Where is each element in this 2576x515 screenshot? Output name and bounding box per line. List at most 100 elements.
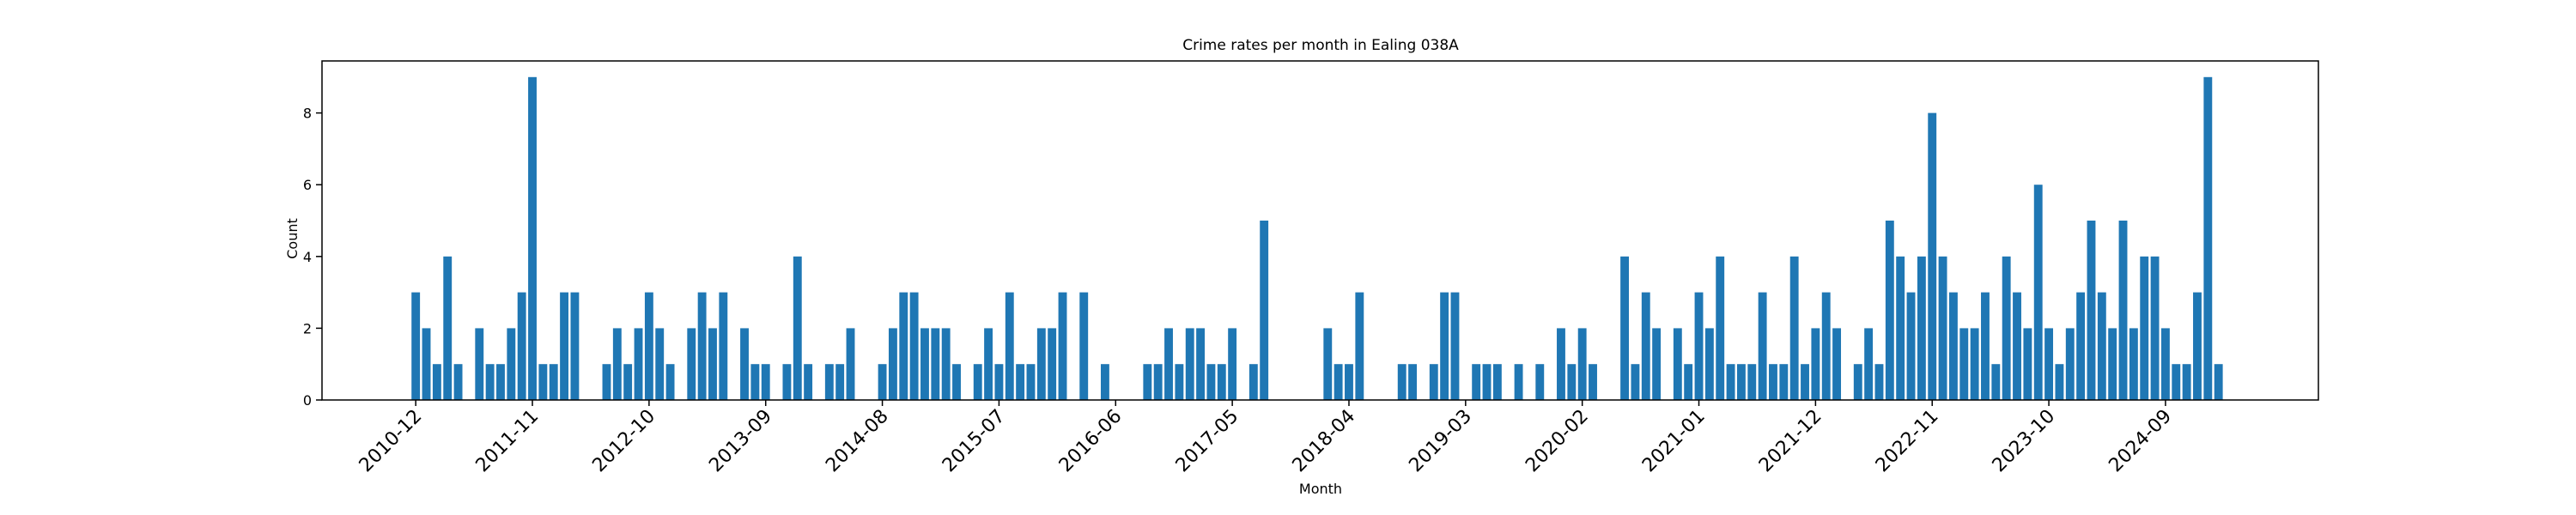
bar <box>1811 328 1820 400</box>
bar <box>1832 328 1842 400</box>
bar <box>1492 364 1502 400</box>
bar <box>623 364 633 400</box>
bar <box>1175 364 1184 400</box>
y-tick-label: 0 <box>303 392 312 409</box>
bar <box>878 364 887 400</box>
bar <box>782 364 792 400</box>
bar <box>1323 328 1333 400</box>
bar <box>1589 364 1597 400</box>
bar <box>2203 76 2213 401</box>
bar <box>1885 221 1894 400</box>
bar <box>1620 256 1630 400</box>
bar <box>1334 364 1343 400</box>
bar <box>1079 292 1089 400</box>
bar <box>1896 256 1905 400</box>
bar <box>1684 364 1693 400</box>
bar <box>1355 292 1364 400</box>
bar <box>1959 328 1969 400</box>
bar <box>2193 292 2202 400</box>
bar <box>538 364 548 400</box>
bar <box>1567 364 1577 400</box>
bar <box>761 364 770 400</box>
bar <box>422 328 431 400</box>
bar <box>1736 364 1746 400</box>
bar <box>1991 364 2001 400</box>
bar <box>888 328 897 400</box>
bar <box>443 256 453 400</box>
bar <box>2002 256 2011 400</box>
bar <box>507 328 516 400</box>
bar <box>560 292 569 400</box>
bar <box>570 292 580 400</box>
bar <box>1652 328 1662 400</box>
bar <box>1429 364 1438 400</box>
bar <box>804 364 813 400</box>
bar <box>1716 256 1725 400</box>
bar <box>1026 364 1036 400</box>
bar <box>1821 292 1831 400</box>
bar <box>1557 328 1565 400</box>
bar <box>2160 328 2170 400</box>
bar <box>2033 185 2043 400</box>
bar <box>1704 328 1714 400</box>
bar <box>644 292 653 400</box>
bar <box>1206 364 1216 400</box>
y-tick-label: 6 <box>303 177 312 193</box>
bar <box>2013 292 2021 400</box>
bar <box>1164 328 1173 400</box>
bar <box>1641 292 1650 400</box>
bar <box>1970 328 1979 400</box>
bar <box>687 328 696 400</box>
bar <box>1758 292 1767 400</box>
bar <box>1789 256 1799 400</box>
bar <box>432 364 441 400</box>
bar <box>1853 364 1862 400</box>
bar <box>1726 364 1735 400</box>
bar <box>1450 292 1460 400</box>
y-axis-label: Count <box>284 218 301 259</box>
bar <box>496 364 505 400</box>
bar <box>973 364 982 400</box>
bar <box>1260 221 1269 400</box>
bar <box>528 76 537 401</box>
bar <box>941 328 951 400</box>
bar <box>1928 112 1937 400</box>
bar <box>824 364 834 400</box>
bar <box>1917 256 1926 400</box>
bar <box>2023 328 2032 400</box>
bar <box>517 292 526 400</box>
bar <box>1472 364 1481 400</box>
bar <box>1058 292 1067 400</box>
bar <box>793 256 802 400</box>
bar <box>1938 256 1947 400</box>
bar <box>1801 364 1809 400</box>
bar <box>2044 328 2054 400</box>
bar <box>1779 364 1789 400</box>
bar <box>1217 364 1226 400</box>
bar <box>2129 328 2138 400</box>
bar <box>1694 292 1704 400</box>
bar <box>602 364 611 400</box>
bar <box>1906 292 1916 400</box>
bar <box>1440 292 1449 400</box>
bar <box>835 364 845 400</box>
bar <box>1408 364 1418 400</box>
bar <box>1482 364 1492 400</box>
bar <box>952 364 961 400</box>
bar <box>655 328 665 400</box>
bar <box>612 328 622 400</box>
plot-frame <box>321 60 2319 401</box>
bar <box>920 328 929 400</box>
bar <box>1673 328 1682 400</box>
bar <box>1036 328 1046 400</box>
y-tick-label: 2 <box>303 320 312 336</box>
bar <box>485 364 495 400</box>
bar <box>2118 221 2128 400</box>
bar <box>1196 328 1206 400</box>
bar <box>931 328 940 400</box>
bar <box>1631 364 1640 400</box>
bar <box>909 292 919 400</box>
bar <box>1397 364 1406 400</box>
chart-title: Crime rates per month in Ealing 038A <box>1182 37 1459 54</box>
bar <box>2214 364 2223 400</box>
